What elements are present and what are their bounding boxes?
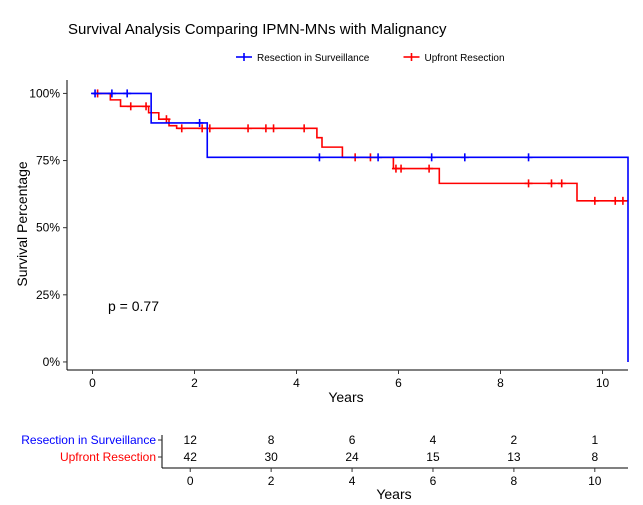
risk-value: 13 <box>507 450 521 464</box>
survival-curve-upfront-resection <box>92 92 628 202</box>
risk-value: 2 <box>511 433 518 447</box>
risk-x-tick-label: 2 <box>268 474 275 488</box>
legend-item: Resection in Surveillance <box>236 53 370 64</box>
y-tick-label: 75% <box>36 154 60 168</box>
x-tick-label: 8 <box>497 376 504 390</box>
risk-value: 8 <box>591 450 598 464</box>
censor-mark-upfront-resection <box>261 124 270 133</box>
censor-mark-resection-in-surveillance <box>460 153 469 162</box>
x-tick-label: 2 <box>191 376 198 390</box>
censor-mark-upfront-resection <box>397 164 406 173</box>
risk-value: 6 <box>349 433 356 447</box>
censor-mark-upfront-resection <box>269 124 278 133</box>
censor-mark-upfront-resection <box>547 179 556 188</box>
y-tick-label: 0% <box>43 355 61 369</box>
x-tick-label: 0 <box>89 376 96 390</box>
censor-mark-upfront-resection <box>162 115 171 124</box>
risk-value: 42 <box>184 450 198 464</box>
censor-mark-resection-in-surveillance <box>91 89 100 98</box>
risk-x-tick-label: 4 <box>349 474 356 488</box>
censor-mark-upfront-resection <box>244 124 253 133</box>
censor-mark-upfront-resection <box>425 164 434 173</box>
censor-mark-upfront-resection <box>198 124 207 133</box>
censor-mark-upfront-resection <box>611 196 620 205</box>
censor-mark-upfront-resection <box>524 179 533 188</box>
risk-row-label: Upfront Resection <box>60 450 156 464</box>
legend-item: Upfront Resection <box>403 53 505 64</box>
legend-label: Upfront Resection <box>425 53 505 64</box>
p-value-annotation: p = 0.77 <box>108 298 159 314</box>
risk-table-x-label: Years <box>376 486 411 502</box>
survival-curve-resection-in-surveillance <box>92 92 629 362</box>
risk-row-label: Resection in Surveillance <box>21 433 156 447</box>
x-tick-label: 6 <box>395 376 402 390</box>
censor-mark-upfront-resection <box>618 196 627 205</box>
censor-mark-resection-in-surveillance <box>195 118 204 127</box>
censor-mark-upfront-resection <box>126 102 135 111</box>
legend-label: Resection in Surveillance <box>257 53 370 64</box>
risk-x-tick-label: 6 <box>430 474 437 488</box>
y-tick-label: 25% <box>36 288 60 302</box>
y-tick-label: 50% <box>36 221 60 235</box>
risk-value: 8 <box>268 433 275 447</box>
censor-mark-resection-in-surveillance <box>107 89 116 98</box>
x-tick-label: 10 <box>596 376 610 390</box>
y-tick-label: 100% <box>29 86 60 100</box>
censor-mark-upfront-resection <box>590 196 599 205</box>
censor-mark-resection-in-surveillance <box>427 153 436 162</box>
censor-mark-upfront-resection <box>557 179 566 188</box>
censor-mark-upfront-resection <box>300 124 309 133</box>
censor-mark-resection-in-surveillance <box>374 153 383 162</box>
censor-mark-resection-in-surveillance <box>524 153 533 162</box>
risk-value: 30 <box>264 450 278 464</box>
risk-value: 12 <box>184 433 198 447</box>
risk-value: 4 <box>430 433 437 447</box>
censor-mark-upfront-resection <box>177 124 186 133</box>
x-axis-label: Years <box>328 389 363 405</box>
censor-mark-resection-in-surveillance <box>315 153 324 162</box>
risk-x-tick-label: 0 <box>187 474 194 488</box>
risk-table: Resection in Surveillance 12 8 6 4 2 1Upfront … <box>21 433 628 488</box>
censor-mark-resection-in-surveillance <box>123 89 132 98</box>
plot-area: 0% 25% 50% 75% 100% 0 2 4 6 8 10 <box>29 80 629 390</box>
risk-x-tick-label: 8 <box>511 474 518 488</box>
risk-value: 24 <box>345 450 359 464</box>
y-axis-label: Survival Percentage <box>14 161 30 287</box>
censor-mark-upfront-resection <box>142 102 151 111</box>
chart-title: Survival Analysis Comparing IPMN-MNs wit… <box>68 21 447 38</box>
legend: Resection in Surveillance Upfront Resecti… <box>236 53 505 64</box>
risk-value: 1 <box>591 433 598 447</box>
risk-value: 15 <box>426 450 440 464</box>
risk-x-tick-label: 10 <box>588 474 602 488</box>
x-tick-label: 4 <box>293 376 300 390</box>
